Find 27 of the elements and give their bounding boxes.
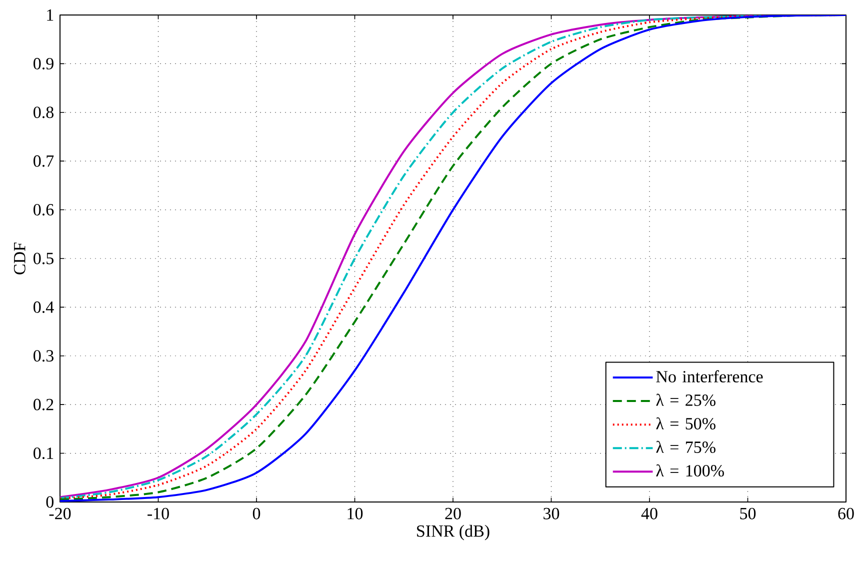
- x-tick-label: 20: [445, 508, 461, 520]
- x-tick-label: -20: [49, 508, 71, 520]
- x-tick-label: 60: [838, 508, 854, 520]
- y-tick-label: 0.5: [34, 252, 54, 264]
- legend-label: λ = 75%: [656, 440, 716, 454]
- y-tick-label: 0: [46, 496, 54, 508]
- y-tick-label: 0.1: [34, 448, 54, 460]
- legend-label: λ = 50%: [656, 417, 716, 430]
- y-tick-label: 0.8: [34, 106, 54, 118]
- y-tick-label: 1: [47, 9, 54, 21]
- y-tick-label: 0.6: [34, 204, 54, 216]
- y-tick-label: 0.7: [34, 155, 54, 167]
- x-tick-label: 30: [544, 508, 560, 520]
- y-tick-label: 0.4: [34, 301, 54, 313]
- y-axis-title: CDF: [14, 242, 26, 274]
- x-tick-label: 50: [740, 508, 756, 520]
- y-tick-label: 0.9: [34, 58, 54, 70]
- x-axis-title: SINR (dB): [417, 524, 490, 540]
- legend-label: λ = 100%: [656, 464, 724, 477]
- x-tick-label: -10: [148, 508, 169, 520]
- x-tick-label: 40: [641, 508, 658, 520]
- legend-label: λ = 25%: [656, 394, 716, 406]
- y-tick-label: 0.2: [34, 398, 54, 410]
- x-tick-label: 0: [252, 508, 260, 520]
- x-tick-label: 10: [348, 508, 363, 520]
- y-tick-label: 0.3: [34, 350, 54, 362]
- legend-label: No interference: [656, 370, 763, 382]
